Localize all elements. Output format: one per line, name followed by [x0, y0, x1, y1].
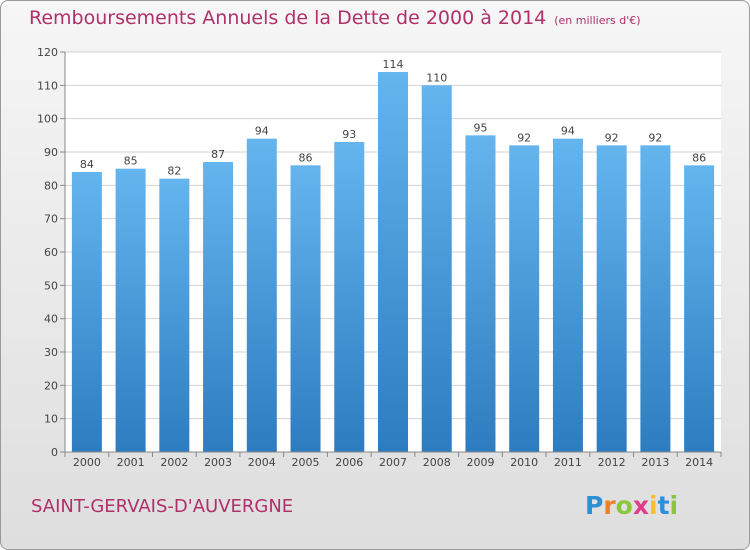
data-label-2003: 87 — [211, 148, 225, 161]
y-tick-label: 50 — [44, 279, 58, 292]
y-tick-label: 10 — [44, 413, 58, 426]
y-tick-label: 100 — [37, 113, 58, 126]
x-tick-label-2006: 2006 — [335, 456, 363, 469]
data-label-2010: 92 — [517, 131, 531, 144]
x-tick-label-2014: 2014 — [685, 456, 713, 469]
x-tick-label-2002: 2002 — [160, 456, 188, 469]
x-tick-label-2000: 2000 — [73, 456, 101, 469]
y-tick-label: 90 — [44, 146, 58, 159]
data-label-2001: 85 — [124, 155, 138, 168]
commune-name: SAINT-GERVAIS-D'AUVERGNE — [31, 496, 294, 517]
data-label-2013: 92 — [648, 131, 662, 144]
x-tick-label-2009: 2009 — [466, 456, 494, 469]
bar-2002 — [159, 178, 190, 452]
bar-2006 — [334, 142, 365, 452]
data-labels: 84 85 82 87 94 86 93 114 110 95 92 94 92 92 86 — [80, 58, 706, 178]
bar-2000 — [71, 172, 102, 452]
x-tick-label-2001: 2001 — [117, 456, 145, 469]
x-axis-ticks: 2000 2001 2002 2003 2004 2005 2006 2007 2008 2009… — [64, 452, 722, 469]
bar-2008 — [421, 85, 452, 452]
x-tick-label-2013: 2013 — [641, 456, 669, 469]
x-tick-label-2010: 2010 — [510, 456, 538, 469]
y-tick-label: 20 — [44, 379, 58, 392]
y-tick-label: 110 — [37, 79, 58, 92]
y-tick-label: 0 — [51, 446, 58, 459]
x-tick-label-2012: 2012 — [598, 456, 626, 469]
y-axis-ticks: 0 10 20 30 40 50 60 70 80 90 100 110 120 — [37, 46, 65, 459]
x-tick-label-2004: 2004 — [248, 456, 276, 469]
logo-letter: P — [585, 491, 604, 520]
bar-2004 — [246, 138, 277, 452]
y-tick-label: 30 — [44, 346, 58, 359]
chart-title-text: Remboursements Annuels de la Dette de 20… — [29, 7, 547, 29]
bar-2001 — [115, 168, 146, 452]
data-label-2002: 82 — [167, 165, 181, 178]
x-tick-label-2007: 2007 — [379, 456, 407, 469]
bar-2013 — [640, 145, 671, 453]
y-tick-label: 40 — [44, 313, 58, 326]
data-label-2000: 84 — [80, 158, 94, 171]
data-label-2014: 86 — [692, 151, 706, 164]
logo-letter: i — [669, 491, 679, 520]
x-tick-label-2003: 2003 — [204, 456, 232, 469]
bar-2012 — [596, 145, 627, 453]
proxiti-logo: Proxiti — [585, 491, 678, 520]
x-tick-label-2011: 2011 — [554, 456, 582, 469]
logo-letter: o — [615, 491, 633, 520]
data-label-2011: 94 — [561, 125, 575, 138]
y-tick-label: 70 — [44, 213, 58, 226]
logo-letter: r — [603, 491, 616, 520]
logo-letter: t — [657, 491, 670, 520]
chart-unit: (en milliers d'€) — [554, 14, 641, 27]
logo-letter: x — [632, 491, 649, 520]
bar-2011 — [552, 138, 583, 452]
y-tick-label: 80 — [44, 179, 58, 192]
data-label-2004: 94 — [255, 125, 269, 138]
data-label-2005: 86 — [299, 151, 313, 164]
y-tick-label: 120 — [37, 46, 58, 59]
bar-2014 — [684, 165, 715, 453]
data-label-2012: 92 — [605, 131, 619, 144]
bar-2009 — [465, 135, 496, 453]
x-tick-label-2008: 2008 — [423, 456, 451, 469]
bars — [71, 72, 715, 453]
bar-2007 — [378, 72, 408, 452]
bar-2003 — [203, 162, 234, 452]
data-label-2009: 95 — [473, 121, 487, 134]
logo-letter: i — [649, 491, 658, 520]
x-tick-label-2005: 2005 — [292, 456, 320, 469]
data-label-2006: 93 — [342, 128, 356, 141]
y-tick-label: 60 — [44, 246, 58, 259]
bar-2010 — [509, 145, 540, 453]
bar-2005 — [290, 165, 321, 453]
data-label-2008: 110 — [426, 71, 447, 84]
chart-title: Remboursements Annuels de la Dette de 20… — [29, 7, 641, 29]
data-label-2007: 114 — [383, 58, 404, 71]
